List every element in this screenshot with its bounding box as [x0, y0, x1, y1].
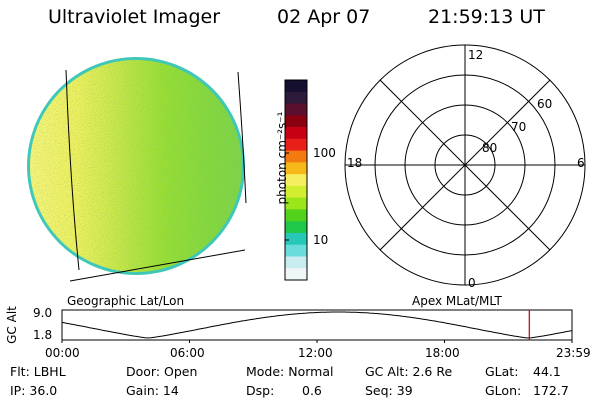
- date-label: 02 Apr 07: [277, 6, 371, 28]
- orbit-xtick-0600: 06:00: [170, 346, 205, 360]
- mlt-label-12: 12: [468, 48, 484, 62]
- colorbar-segment: [285, 256, 307, 269]
- geo-grid-lines: [65, 69, 247, 282]
- colorbar-segment: [285, 221, 307, 234]
- colorbar-segment: [285, 127, 307, 140]
- ip-info: IP: 36.0: [10, 383, 58, 398]
- orbit-xtick-2359: 23:59: [556, 346, 591, 360]
- colorbar-segment: [285, 103, 307, 116]
- glat-label: GLat:: [485, 364, 519, 379]
- mlt-label-6: 6: [577, 156, 585, 170]
- gc-alt-info: GC Alt: 2.6 Re: [365, 364, 453, 379]
- instrument-title: Ultraviolet Imager: [48, 6, 221, 28]
- time-label: 21:59:13 UT: [428, 6, 545, 28]
- colorbar-segment: [285, 150, 307, 163]
- colorbar-segment: [285, 138, 307, 152]
- mode-info: Mode: Normal: [246, 364, 334, 379]
- colorbar-segment: [285, 185, 307, 199]
- colorbar-segment: [285, 115, 307, 128]
- colorbar-segment: [285, 174, 307, 187]
- colorbar-segment: [285, 268, 307, 281]
- mlt-label-0: 0: [468, 276, 476, 290]
- orbit-xtick-1800: 18:00: [425, 346, 460, 360]
- dsp-label: Dsp:: [246, 383, 275, 398]
- orbit-altitude-curve: [61, 311, 573, 339]
- colorbar-segment: [285, 232, 307, 246]
- orbit-xtick-0000: 00:00: [45, 346, 80, 360]
- mlt-label-18: 18: [347, 156, 363, 170]
- orbit-x-ticks: [61, 340, 573, 343]
- colorbar-label-10: 10: [313, 233, 329, 247]
- colorbar: [285, 80, 307, 281]
- polar-dial: [344, 44, 586, 286]
- colorbar-segment: [285, 91, 307, 105]
- colorbar-frame: [284, 79, 308, 281]
- lat-label-80: 80: [482, 141, 498, 155]
- glat-value: 44.1: [533, 364, 561, 379]
- orbit-ylabel: GC Alt: [5, 306, 19, 344]
- colorbar-segment: [285, 209, 307, 222]
- filter-info: Flt: LBHL: [10, 364, 66, 379]
- colorbar-segment: [285, 80, 307, 93]
- lat-label-60: 60: [537, 97, 553, 111]
- orbit-ytick-9: 9.0: [33, 306, 53, 320]
- geo-panel-label: Geographic Lat/Lon: [67, 294, 185, 308]
- orbit-xtick-1200: 12:00: [298, 346, 333, 360]
- door-info: Door: Open: [126, 364, 198, 379]
- dsp-value: 0.6: [302, 383, 322, 398]
- colorbar-segment: [285, 244, 307, 258]
- colorbar-segment: [285, 197, 307, 211]
- colorbar-label-100: 100: [313, 146, 336, 160]
- seq-info: Seq: 39: [365, 383, 413, 398]
- glon-value: 172.7: [533, 383, 569, 398]
- orbit-plot-frame: [61, 309, 573, 341]
- polar-panel-label: Apex MLat/MLT: [412, 294, 502, 308]
- orbit-ytick-1-8: 1.8: [33, 328, 53, 342]
- colorbar-unit-label: photon cm⁻²s⁻¹: [275, 111, 289, 205]
- glon-label: GLon:: [485, 383, 522, 398]
- lat-label-70: 70: [511, 120, 527, 134]
- colorbar-segment: [285, 162, 307, 175]
- geo-disk-image: [27, 57, 245, 275]
- gain-info: Gain: 14: [126, 383, 179, 398]
